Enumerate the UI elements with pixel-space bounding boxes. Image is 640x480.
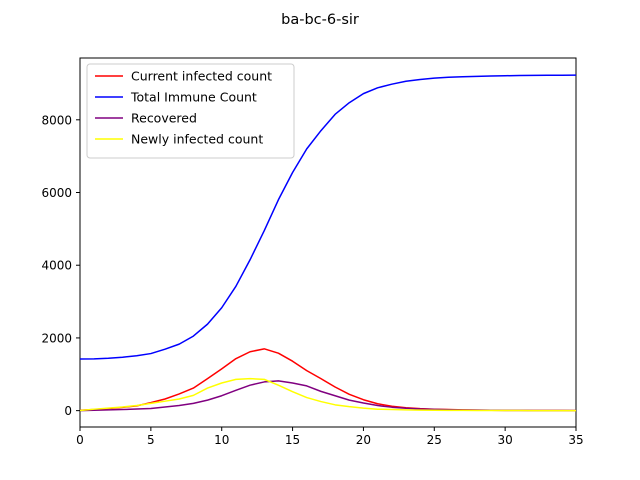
plot-frame [79,57,577,428]
y-tick-label: 2000 [41,331,72,345]
x-tick-label: 5 [147,433,155,447]
series-line-3 [79,380,576,412]
y-tick-label: 0 [64,404,72,418]
x-tick-label: 20 [356,433,371,447]
series-line-1 [79,348,577,412]
legend-frame [86,63,295,159]
y-tick-label: 4000 [41,259,72,273]
x-tick-label: 0 [76,433,84,447]
y-tick-label: 8000 [41,113,72,127]
x-tick-label: 30 [498,433,513,447]
legend-label: Recovered [131,111,197,126]
x-tick-label: 25 [427,433,442,447]
legend-label: Current infected count [131,69,272,84]
x-tick-label: 35 [568,433,583,447]
chart-title: ba-bc-6-sir [281,12,359,28]
x-axis: 0 5 10 15 20 25 30 35 [76,427,584,447]
y-tick-label: 6000 [41,186,72,200]
series-line-4 [79,377,576,412]
legend-label: Newly infected count [131,132,263,147]
series-lines [79,74,577,412]
legend-label: Total Immune Count [130,90,257,105]
series-line-2 [79,74,577,360]
x-tick-label: 15 [285,433,300,447]
legend: Current infected count Total Immune Count… [86,63,295,159]
x-tick-label: 10 [214,433,229,447]
y-axis: 0 2000 4000 6000 8000 [41,113,80,418]
